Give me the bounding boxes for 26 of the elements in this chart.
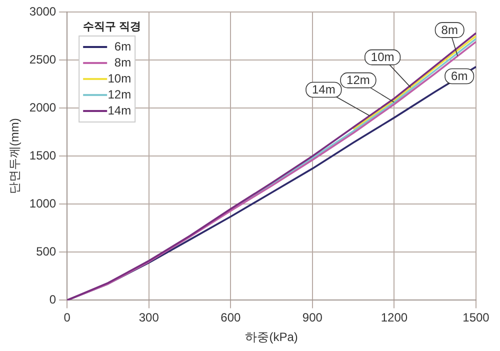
legend-label: 6m (114, 39, 132, 54)
y-tick-label: 2500 (29, 52, 56, 66)
x-tick-label: 1500 (462, 310, 490, 325)
legend-label: 12m (108, 87, 132, 102)
x-tick-label: 600 (220, 310, 241, 325)
text: 12m (346, 73, 370, 88)
y-tick-label: 0 (49, 292, 56, 307)
y-tick-label: 2000 (29, 100, 56, 114)
legend-label: 10m (108, 71, 132, 86)
x-tick-label: 1200 (380, 310, 408, 325)
legend-title: 수직구 직경 (83, 21, 142, 34)
legend-label: 14m (108, 103, 132, 118)
x-tick-label: 0 (64, 310, 71, 325)
text: 10m (370, 50, 394, 64)
y-tick-label: 1500 (29, 148, 56, 162)
y-axis-title: 단면두께(mm) (8, 118, 22, 194)
x-tick-label: 300 (138, 310, 160, 325)
x-axis-title: 하중(kPa) (245, 330, 298, 344)
text: 8m (441, 22, 458, 37)
y-tick-label: 1000 (29, 196, 56, 210)
legend-label: 8m (114, 55, 132, 70)
y-tick-label: 3000 (29, 4, 56, 18)
text: 6m (451, 69, 468, 84)
text: 14m (312, 82, 336, 97)
x-tick-label: 900 (302, 310, 323, 325)
y-tick-label: 500 (36, 244, 56, 258)
